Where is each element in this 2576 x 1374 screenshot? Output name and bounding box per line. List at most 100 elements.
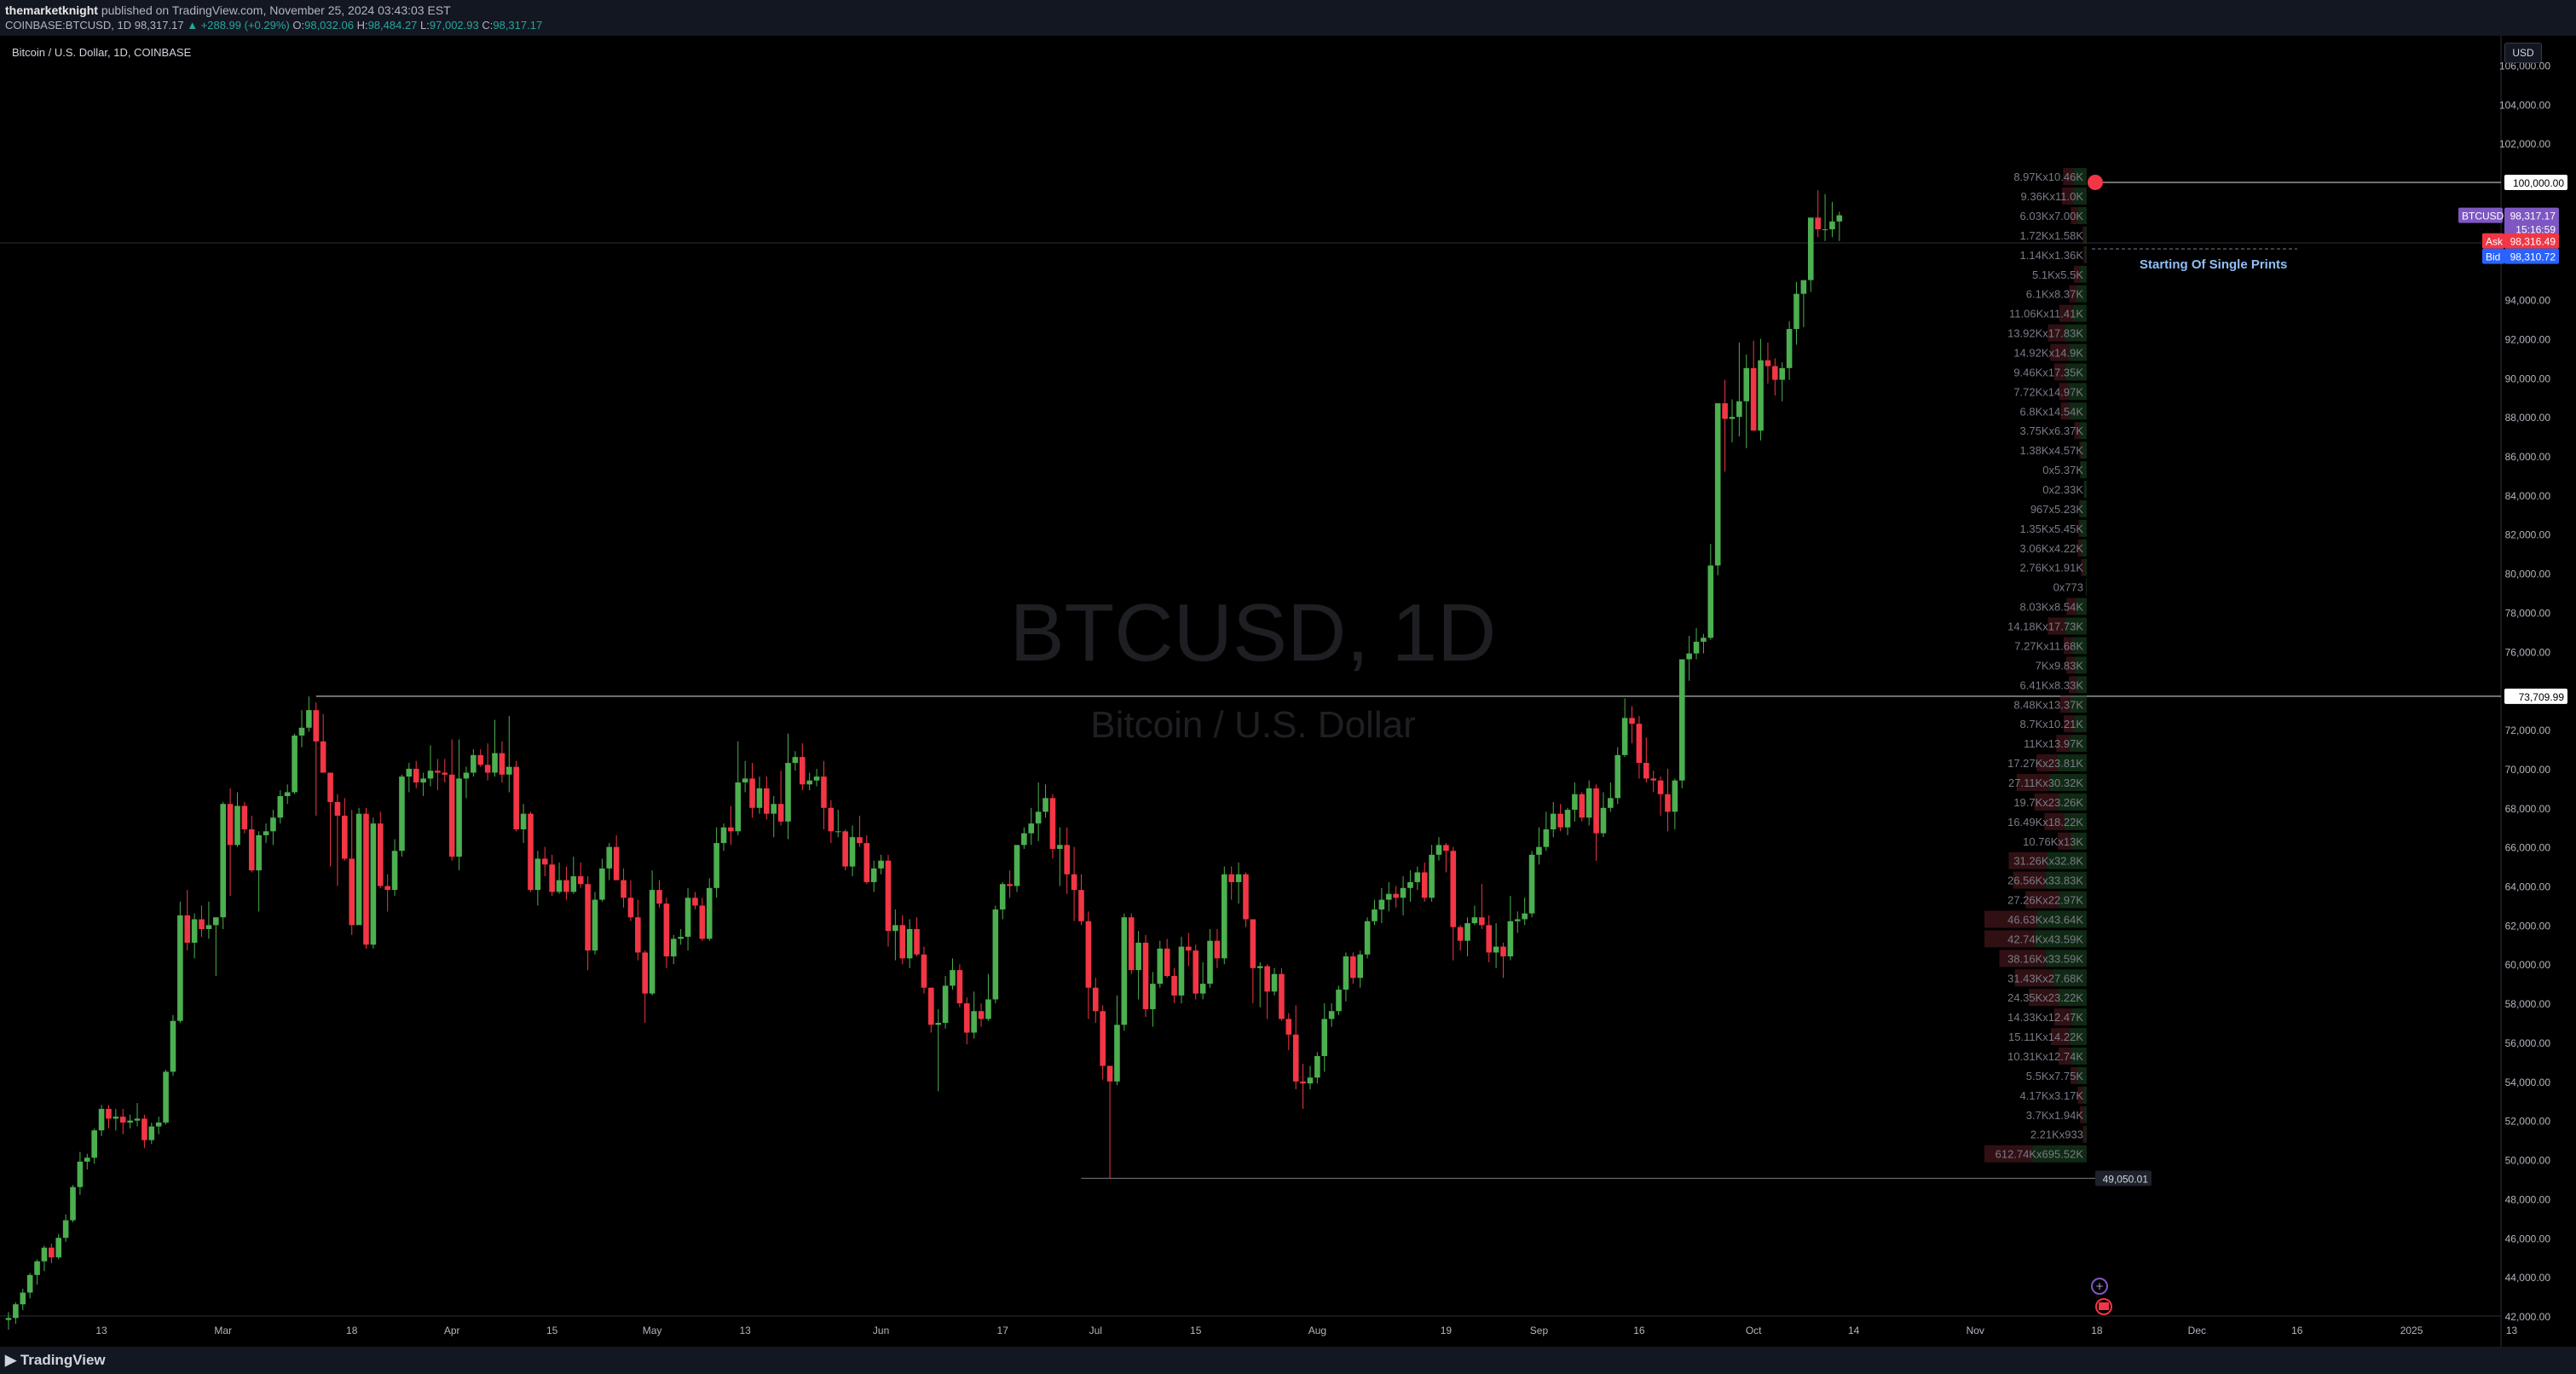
profile-bar-sell	[2014, 969, 2053, 987]
profile-bar-sell	[1999, 950, 2047, 967]
candle-body	[756, 788, 763, 808]
profile-label: 9.36Kx11.0K	[2021, 190, 2084, 203]
candle-body	[777, 804, 784, 822]
candle-body	[720, 827, 727, 844]
candle-body	[1114, 1025, 1120, 1082]
currency-badge[interactable]: USD	[2504, 43, 2542, 63]
ohlc-line: COINBASE:BTCUSD, 1D 98,317.17 ▲ +288.99 …	[5, 19, 542, 32]
candle-body	[1142, 943, 1149, 1009]
profile-label: 7.27Kx11.68K	[2014, 639, 2083, 652]
tradingview-logo[interactable]: ▶ TradingView	[5, 1352, 106, 1369]
candle-body	[5, 1318, 12, 1320]
candle-body	[306, 710, 312, 728]
profile-bar-sell	[2059, 383, 2069, 401]
profile-bar-sell	[2083, 245, 2086, 263]
candle-body	[792, 757, 799, 764]
candle-body	[528, 813, 534, 891]
candle-body	[327, 772, 333, 802]
profile-bar-sell	[2061, 188, 2074, 205]
profile-bar-buy	[2070, 735, 2087, 753]
candle-body	[1157, 948, 1164, 984]
candle-body	[1336, 990, 1342, 1012]
level-100k-label-text: 100,000.00	[2513, 177, 2564, 189]
profile-label: 0x5.37K	[2042, 464, 2083, 476]
profile-bar-sell	[2051, 1028, 2070, 1046]
profile-bar-sell	[2059, 1048, 2071, 1065]
candle-body	[1514, 919, 1521, 921]
candle-body	[678, 937, 684, 939]
candle-body	[870, 868, 877, 882]
author-name[interactable]: themarketknight	[5, 3, 98, 17]
drawing-tool-icons[interactable]: +	[2091, 1278, 2112, 1315]
profile-label: 17.27Kx23.81K	[2007, 757, 2083, 770]
profile-label: 8.97Kx10.46K	[2013, 170, 2083, 183]
profile-bar-sell	[2016, 773, 2050, 791]
single-prints-annotation[interactable]: Starting Of Single Prints	[2140, 257, 2287, 272]
profile-bar-sell	[2066, 598, 2076, 615]
chart-legend-title[interactable]: Bitcoin / U.S. Dollar, 1D, COINBASE	[12, 46, 192, 59]
candle-body	[978, 1011, 985, 1019]
candle-body	[627, 898, 634, 918]
candle-body	[1285, 1019, 1292, 1035]
profile-label: 7.72Kx14.97K	[2013, 385, 2083, 398]
candle-body	[1729, 417, 1736, 419]
publish-header: themarketknight published on TradingView…	[0, 0, 2576, 36]
profile-bar-sell	[2071, 1066, 2077, 1084]
candle-body	[1593, 788, 1599, 834]
time-axis[interactable]: 13 Mar 18 Apr 15 May 13 Jun 17 Jul 15 Aug 19 Sep 16 Oct…	[95, 1325, 2517, 1336]
candle-body	[1522, 913, 1528, 920]
candle-body	[1678, 659, 1685, 781]
profile-bar-sell	[2034, 793, 2059, 811]
candle-body	[1150, 984, 1156, 1009]
profile-label: 6.8Kx14.54K	[2020, 405, 2084, 418]
profile-bar-buy	[2074, 168, 2087, 186]
candle-body	[963, 1003, 970, 1033]
candle-body	[1135, 943, 1141, 971]
candle-body	[1693, 641, 1700, 654]
candle-body	[170, 1020, 176, 1072]
candle-body	[606, 846, 613, 869]
y-tick-label: 102,000.00	[2499, 138, 2550, 150]
candle-body	[785, 763, 791, 822]
profile-bar-buy	[2053, 969, 2087, 987]
y-tick-label: 84,000.00	[2505, 490, 2551, 502]
candle-body	[1493, 946, 1499, 953]
profile-label: 2.76Kx1.91K	[2020, 562, 2084, 574]
chart-area[interactable]	[0, 36, 2576, 1347]
watermark-symbol: BTCUSD, 1D	[1010, 587, 1497, 678]
candle-body	[699, 905, 706, 939]
candle-body	[1178, 946, 1185, 996]
candle-body	[1021, 833, 1027, 846]
candle-body	[520, 813, 527, 830]
plus-circle-icon[interactable]	[2091, 1278, 2108, 1295]
profile-bar-buy	[2076, 1066, 2087, 1084]
x-tick-label: Apr	[444, 1325, 460, 1336]
profile-bar-buy	[2047, 852, 2087, 869]
candle-body	[463, 772, 470, 779]
profile-label: 31.26Kx32.8K	[2013, 855, 2083, 868]
candle-body	[155, 1122, 162, 1127]
candle-body	[55, 1238, 62, 1258]
bid-price-box	[2504, 248, 2559, 264]
profile-bar-buy	[2078, 422, 2087, 440]
profile-bar-buy	[2085, 245, 2087, 263]
price-axis[interactable]: 42,000.00 44,000.00 46,000.00 48,000.00 50,0…	[2499, 60, 2550, 1323]
y-tick-label: 72,000.00	[2505, 725, 2551, 736]
calendar-icon[interactable]	[2099, 1302, 2109, 1310]
profile-label: 0x2.33K	[2042, 483, 2083, 496]
x-tick-label: 13	[739, 1325, 751, 1336]
candle-body	[384, 886, 390, 891]
watermark: BTCUSD, 1D Bitcoin / U.S. Dollar	[1010, 587, 1497, 746]
candle-body	[213, 917, 219, 926]
candle-body	[556, 880, 563, 892]
profile-bar-sell	[2013, 871, 2046, 889]
profile-bar-sell	[2063, 168, 2075, 186]
candle-body	[670, 938, 677, 957]
profile-label: 1.72Kx1.58K	[2020, 229, 2084, 242]
candle-body	[399, 776, 405, 852]
candle-body	[1643, 763, 1649, 779]
candle-body	[849, 837, 856, 867]
candle-body	[1665, 794, 1671, 812]
event-icon[interactable]	[2095, 1298, 2112, 1315]
